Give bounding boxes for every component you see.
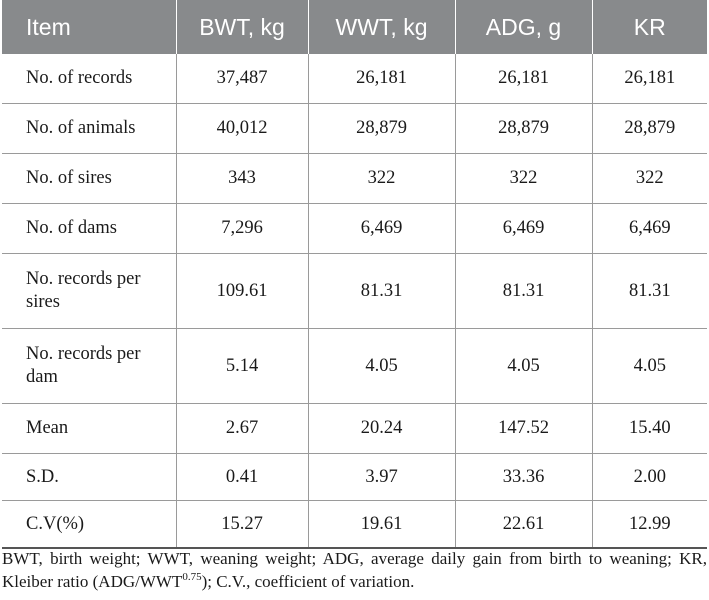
cell-bwt: 40,012 xyxy=(175,103,308,154)
cell-adg: 28,879 xyxy=(454,103,592,154)
row-label: C.V(%) xyxy=(2,500,176,549)
header-row: Item BWT, kg WWT, kg ADG, g KR xyxy=(2,0,707,54)
cell-wwt: 4.05 xyxy=(307,328,455,404)
row-label: No. of records xyxy=(2,54,176,104)
header-item: Item xyxy=(2,0,176,54)
cell-wwt: 322 xyxy=(307,153,455,204)
cell-kr: 15.40 xyxy=(591,403,707,454)
table-footnote: BWT, birth weight; WWT, weaning weight; … xyxy=(2,547,707,593)
cell-adg: 147.52 xyxy=(454,403,592,454)
footnote-exponent: 0.75 xyxy=(182,571,202,583)
cell-bwt: 37,487 xyxy=(175,54,308,104)
data-table: Item BWT, kg WWT, kg ADG, g KR No. of re… xyxy=(2,0,707,549)
table-row: No. records per dam 5.14 4.05 4.05 4.05 xyxy=(2,328,707,404)
cell-kr: 2.00 xyxy=(591,453,707,501)
cell-adg: 6,469 xyxy=(454,203,592,254)
cell-adg: 22.61 xyxy=(454,500,592,549)
cell-wwt: 20.24 xyxy=(307,403,455,454)
cell-wwt: 26,181 xyxy=(307,54,455,104)
cell-kr: 12.99 xyxy=(591,500,707,549)
cell-bwt: 5.14 xyxy=(175,328,308,404)
cell-kr: 6,469 xyxy=(591,203,707,254)
table-row: S.D. 0.41 3.97 33.36 2.00 xyxy=(2,453,707,501)
cell-bwt: 15.27 xyxy=(175,500,308,549)
cell-wwt: 81.31 xyxy=(307,253,455,329)
row-label: No. records per sires xyxy=(2,253,176,329)
cell-wwt: 19.61 xyxy=(307,500,455,549)
cell-kr: 28,879 xyxy=(591,103,707,154)
cell-kr: 81.31 xyxy=(591,253,707,329)
row-label: S.D. xyxy=(2,453,176,501)
header-kr: KR xyxy=(591,0,707,54)
cell-wwt: 3.97 xyxy=(307,453,455,501)
cell-kr: 322 xyxy=(591,153,707,204)
cell-adg: 322 xyxy=(454,153,592,204)
header-wwt: WWT, kg xyxy=(307,0,455,54)
cell-kr: 4.05 xyxy=(591,328,707,404)
table-row: C.V(%) 15.27 19.61 22.61 12.99 xyxy=(2,500,707,549)
table-row: No. of sires 343 322 322 322 xyxy=(2,153,707,204)
header-adg: ADG, g xyxy=(454,0,592,54)
header-bwt: BWT, kg xyxy=(175,0,308,54)
cell-bwt: 109.61 xyxy=(175,253,308,329)
footnote-text: BWT, birth weight; WWT, weaning weight; … xyxy=(2,549,707,591)
cell-adg: 26,181 xyxy=(454,54,592,104)
row-label: No. of sires xyxy=(2,153,176,204)
cell-bwt: 343 xyxy=(175,153,308,204)
cell-bwt: 7,296 xyxy=(175,203,308,254)
table-row: No. of dams 7,296 6,469 6,469 6,469 xyxy=(2,203,707,254)
cell-bwt: 0.41 xyxy=(175,453,308,501)
cell-wwt: 28,879 xyxy=(307,103,455,154)
table-row: No. of animals 40,012 28,879 28,879 28,8… xyxy=(2,103,707,154)
row-label: No. of animals xyxy=(2,103,176,154)
footnote-text-end: ); C.V., coefficient of variation. xyxy=(201,572,415,591)
cell-wwt: 6,469 xyxy=(307,203,455,254)
table-row: Mean 2.67 20.24 147.52 15.40 xyxy=(2,403,707,454)
table-row: No. of records 37,487 26,181 26,181 26,1… xyxy=(2,54,707,104)
row-label: No. records per dam xyxy=(2,328,176,404)
table-row: No. records per sires 109.61 81.31 81.31… xyxy=(2,253,707,329)
row-label: Mean xyxy=(2,403,176,454)
cell-adg: 81.31 xyxy=(454,253,592,329)
cell-kr: 26,181 xyxy=(591,54,707,104)
cell-adg: 33.36 xyxy=(454,453,592,501)
cell-bwt: 2.67 xyxy=(175,403,308,454)
row-label: No. of dams xyxy=(2,203,176,254)
cell-adg: 4.05 xyxy=(454,328,592,404)
